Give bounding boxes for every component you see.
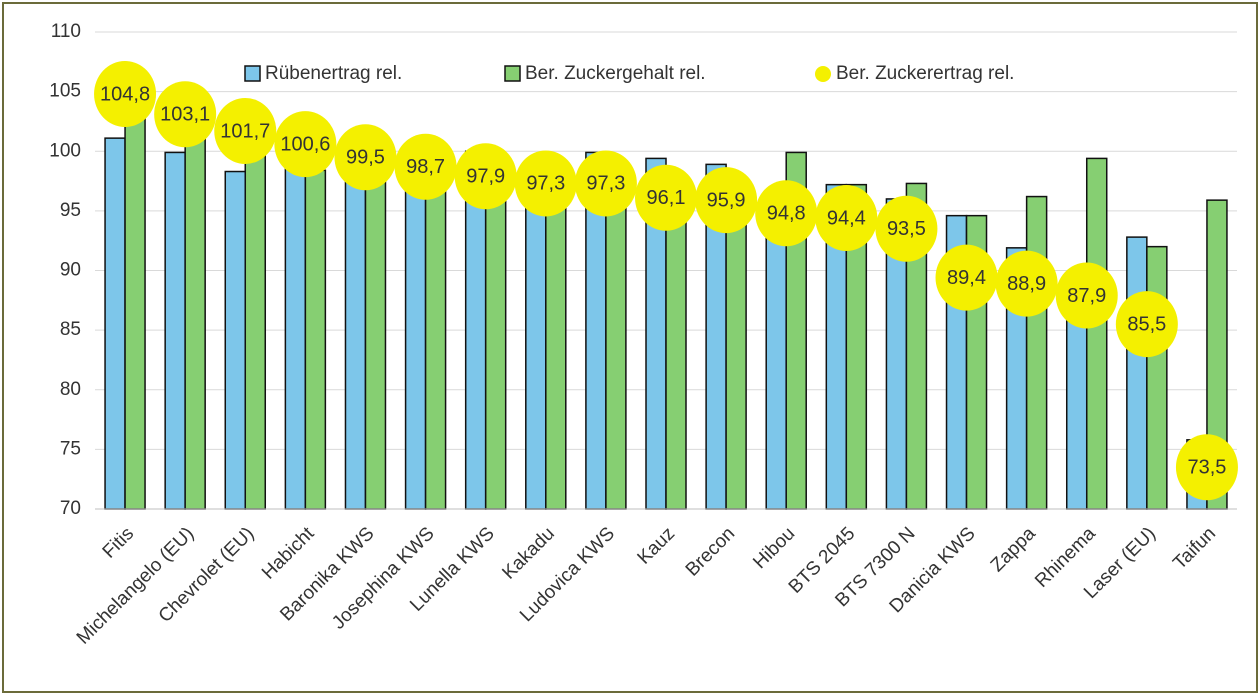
data-label: 97,3 bbox=[526, 173, 565, 195]
x-tick-label: Taifun bbox=[1169, 523, 1220, 574]
bar bbox=[665, 191, 687, 510]
y-tick-label: 95 bbox=[60, 200, 81, 221]
data-label: 94,4 bbox=[827, 207, 866, 229]
marker bbox=[1055, 262, 1118, 329]
bar bbox=[244, 109, 267, 510]
legend-swatch bbox=[504, 65, 521, 82]
x-tick-label: Zappa bbox=[987, 523, 1040, 576]
data-label: 103,1 bbox=[160, 104, 210, 126]
y-tick-label: 80 bbox=[60, 379, 81, 400]
bar bbox=[1146, 245, 1168, 510]
x-tick-label: Kauz bbox=[634, 523, 679, 568]
x-tick-label: Kakadu bbox=[498, 523, 558, 583]
data-label: 87,9 bbox=[1067, 285, 1106, 307]
bar bbox=[725, 186, 747, 510]
marker bbox=[875, 195, 938, 262]
marker bbox=[334, 124, 397, 191]
y-tick-label: 75 bbox=[60, 438, 81, 459]
legend-label: Rübenertrag rel. bbox=[265, 63, 402, 84]
data-label: 101,7 bbox=[220, 120, 270, 142]
marker bbox=[815, 185, 878, 252]
marker bbox=[94, 61, 157, 128]
y-tick-label: 70 bbox=[60, 498, 81, 519]
bar bbox=[1085, 157, 1108, 510]
data-label: 98,7 bbox=[406, 156, 445, 178]
data-label: 85,5 bbox=[1127, 313, 1166, 335]
data-label: 89,4 bbox=[947, 267, 986, 289]
data-label: 95,9 bbox=[707, 189, 746, 211]
marker bbox=[695, 167, 758, 234]
legend-label: Ber. Zuckergehalt rel. bbox=[525, 63, 706, 84]
marker bbox=[154, 81, 217, 148]
legend-label: Ber. Zuckerertrag rel. bbox=[836, 63, 1014, 84]
x-tick-label: Fitis bbox=[99, 523, 138, 562]
marker bbox=[935, 244, 998, 311]
marker bbox=[394, 133, 457, 200]
bar bbox=[364, 168, 387, 510]
bar bbox=[765, 212, 787, 510]
marker bbox=[454, 143, 517, 210]
y-tick-label: 110 bbox=[51, 21, 81, 42]
marker bbox=[574, 150, 637, 217]
marker bbox=[1175, 434, 1238, 501]
bar bbox=[605, 182, 627, 510]
data-label: 99,5 bbox=[346, 146, 385, 168]
x-tick-label: Josephina KWS bbox=[328, 523, 438, 633]
data-label: 93,5 bbox=[887, 218, 926, 240]
marker bbox=[755, 180, 818, 247]
bar bbox=[104, 137, 126, 510]
bar bbox=[404, 150, 427, 510]
data-label: 96,1 bbox=[647, 187, 686, 209]
chart: 70 75 80 85 90 95 100 105 110 104,8 103,1 101,7 100,… bbox=[49, 21, 1238, 649]
marker bbox=[635, 164, 697, 231]
marker bbox=[274, 111, 337, 178]
bar bbox=[224, 170, 247, 510]
bar bbox=[484, 176, 507, 510]
bar bbox=[184, 112, 206, 510]
marker bbox=[514, 150, 577, 217]
y-tick-label: 85 bbox=[60, 319, 81, 340]
bar bbox=[164, 151, 186, 510]
bar bbox=[304, 169, 327, 510]
data-label: 73,5 bbox=[1187, 457, 1226, 479]
y-tick-label: 105 bbox=[49, 81, 81, 102]
bar bbox=[344, 138, 367, 510]
data-label: 88,9 bbox=[1007, 273, 1046, 295]
y-tick-label: 90 bbox=[60, 260, 81, 281]
bar bbox=[545, 171, 567, 510]
y-tick-label: 100 bbox=[49, 140, 81, 161]
data-label: 100,6 bbox=[280, 133, 330, 155]
marker bbox=[214, 97, 277, 164]
marker bbox=[1115, 291, 1178, 358]
legend-swatch bbox=[815, 66, 831, 82]
x-tick-label: Habicht bbox=[258, 523, 319, 584]
data-label: 97,3 bbox=[586, 173, 625, 195]
bar bbox=[1126, 236, 1148, 510]
data-label: 97,9 bbox=[466, 166, 505, 188]
x-tick-label: Hibou bbox=[749, 523, 799, 573]
legend-swatch bbox=[244, 65, 261, 82]
bar bbox=[1025, 195, 1048, 510]
data-label: 94,8 bbox=[767, 203, 806, 225]
data-label: 104,8 bbox=[100, 83, 150, 105]
marker bbox=[995, 250, 1058, 317]
bar bbox=[424, 166, 447, 510]
x-tick-label: Brecon bbox=[682, 523, 739, 580]
bar bbox=[124, 106, 146, 510]
bar bbox=[284, 123, 307, 510]
